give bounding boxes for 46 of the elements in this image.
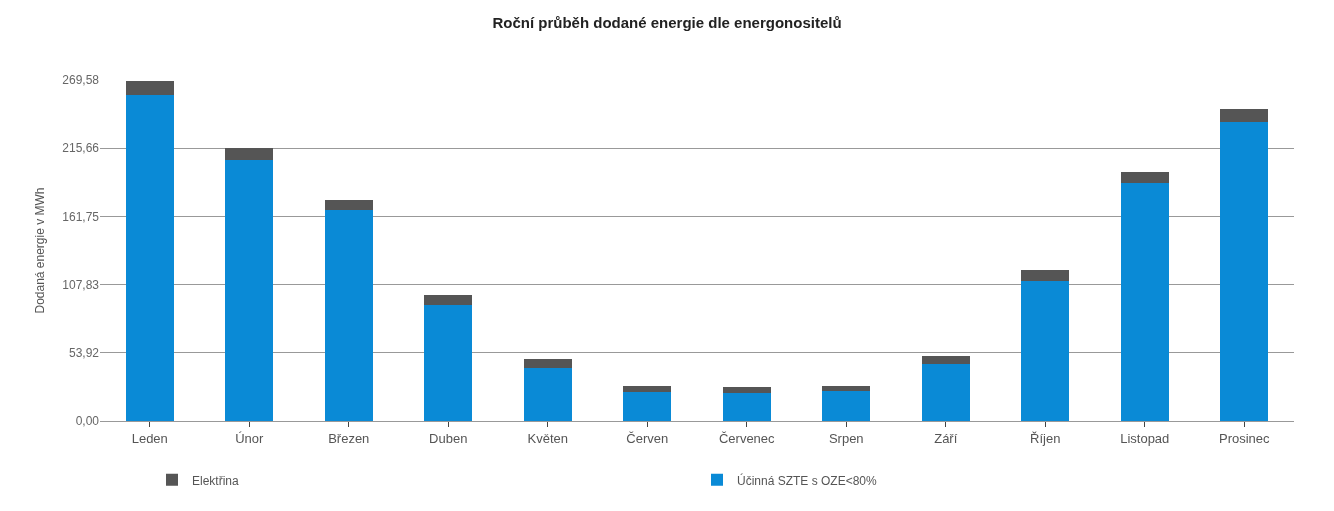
legend-label: Účinná SZTE s OZE<80% xyxy=(737,472,878,488)
bar xyxy=(523,359,572,368)
chart-title: Roční průběh dodané energie dle energonositelů xyxy=(492,14,842,32)
x-tick-label: Srpen xyxy=(828,430,864,446)
bar xyxy=(523,367,572,421)
bar xyxy=(424,294,473,305)
y-tick-label: 107,83 xyxy=(62,277,100,292)
bar xyxy=(722,393,771,421)
x-tick-label: Listopad xyxy=(1120,430,1170,446)
bar xyxy=(1220,109,1269,123)
bar xyxy=(324,199,373,210)
x-tick-label: Leden xyxy=(131,430,168,446)
y-tick-label: 215,66 xyxy=(62,141,100,156)
x-tick-label: Červenec xyxy=(718,430,776,446)
y-axis-title: Dodaná energie v MWh xyxy=(32,187,47,314)
bar xyxy=(623,386,672,392)
bar xyxy=(225,160,274,421)
bar xyxy=(1120,183,1169,421)
bar xyxy=(1021,270,1070,281)
bar xyxy=(822,390,871,421)
x-tick-label: Březen xyxy=(328,430,370,446)
y-tick-label: 53,92 xyxy=(68,345,100,360)
bar xyxy=(125,80,174,95)
y-tick-label: 0,00 xyxy=(75,414,100,429)
x-tick-label: Únor xyxy=(235,430,264,446)
bar xyxy=(722,387,771,394)
x-tick-label: Říjen xyxy=(1030,430,1061,446)
bar xyxy=(1021,280,1070,421)
bar xyxy=(1120,171,1169,184)
x-tick-label: Květen xyxy=(527,430,568,446)
bar xyxy=(225,147,274,161)
y-tick-label: 269,58 xyxy=(62,73,100,88)
bar xyxy=(822,385,871,391)
x-tick-label: Září xyxy=(934,430,958,446)
bar xyxy=(921,356,970,365)
bar xyxy=(921,364,970,421)
bar xyxy=(324,209,373,421)
x-tick-label: Prosinec xyxy=(1218,430,1271,446)
legend-label: Elektřina xyxy=(192,473,240,488)
x-tick-label: Duben xyxy=(429,430,468,446)
y-tick-label: 161,75 xyxy=(62,209,100,224)
bar xyxy=(1220,122,1269,421)
bar xyxy=(623,391,672,421)
bar xyxy=(424,304,473,421)
bar xyxy=(125,94,174,421)
x-tick-label: Červen xyxy=(626,430,669,446)
